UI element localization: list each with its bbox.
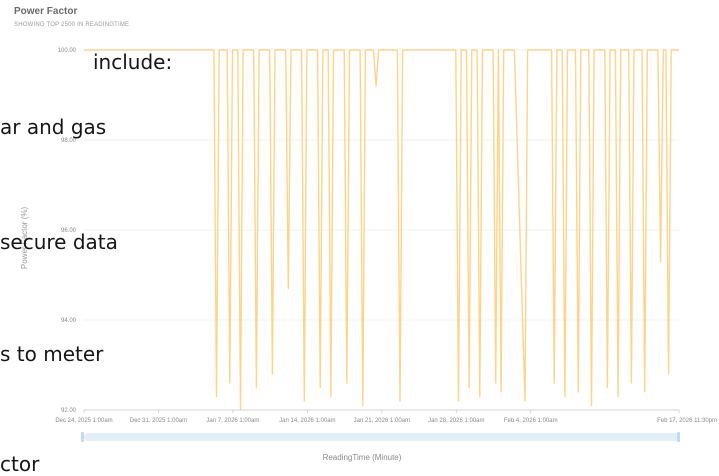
y-tick-label: 98.00 bbox=[61, 138, 77, 144]
x-tick-label: Jan 14, 2026 1:00am bbox=[279, 418, 335, 424]
range-brush[interactable] bbox=[84, 433, 679, 441]
x-tick-label: Dec 31, 2025 1:00am bbox=[130, 418, 187, 424]
x-tick-label: Jan 21, 2026 1:00am bbox=[354, 418, 410, 424]
power-factor-chart: 100.00 98.00 96.00 94.00 92.00 Dec 24, 2025 … bbox=[20, 48, 717, 462]
x-tick-label: Jan 7, 2026 1:00am bbox=[206, 418, 259, 424]
y-tick-label: 100.00 bbox=[58, 48, 77, 54]
x-tick-label: Feb 4, 2026 1:00am bbox=[504, 418, 558, 424]
x-tick-label: Dec 24, 2025 1:00am bbox=[55, 418, 112, 424]
chart-title: Power Factor bbox=[14, 6, 78, 17]
series-line-power-factor[interactable] bbox=[84, 49, 679, 411]
range-brush-right-handle[interactable] bbox=[677, 432, 680, 442]
y-tick-labels: 100.00 98.00 96.00 94.00 92.00 bbox=[58, 48, 77, 414]
y-tick-label: 96.00 bbox=[61, 228, 77, 234]
y-axis-label: Power Factor (%) bbox=[20, 207, 29, 270]
x-axis-label: ReadingTime (Minute) bbox=[323, 453, 402, 462]
x-tick-labels: Dec 24, 2025 1:00am Dec 31, 2025 1:00am Ja… bbox=[55, 410, 717, 424]
chart-subtitle: SHOWING TOP 2500 IN READINGTIME bbox=[14, 22, 130, 28]
y-tick-label: 92.00 bbox=[61, 408, 77, 414]
x-tick-label: Feb 17, 2026 11:30pm bbox=[657, 418, 717, 424]
y-tick-label: 94.00 bbox=[61, 318, 77, 324]
range-brush-left-handle[interactable] bbox=[81, 432, 84, 442]
x-tick-label: Jan 28, 2026 1:00am bbox=[428, 418, 484, 424]
